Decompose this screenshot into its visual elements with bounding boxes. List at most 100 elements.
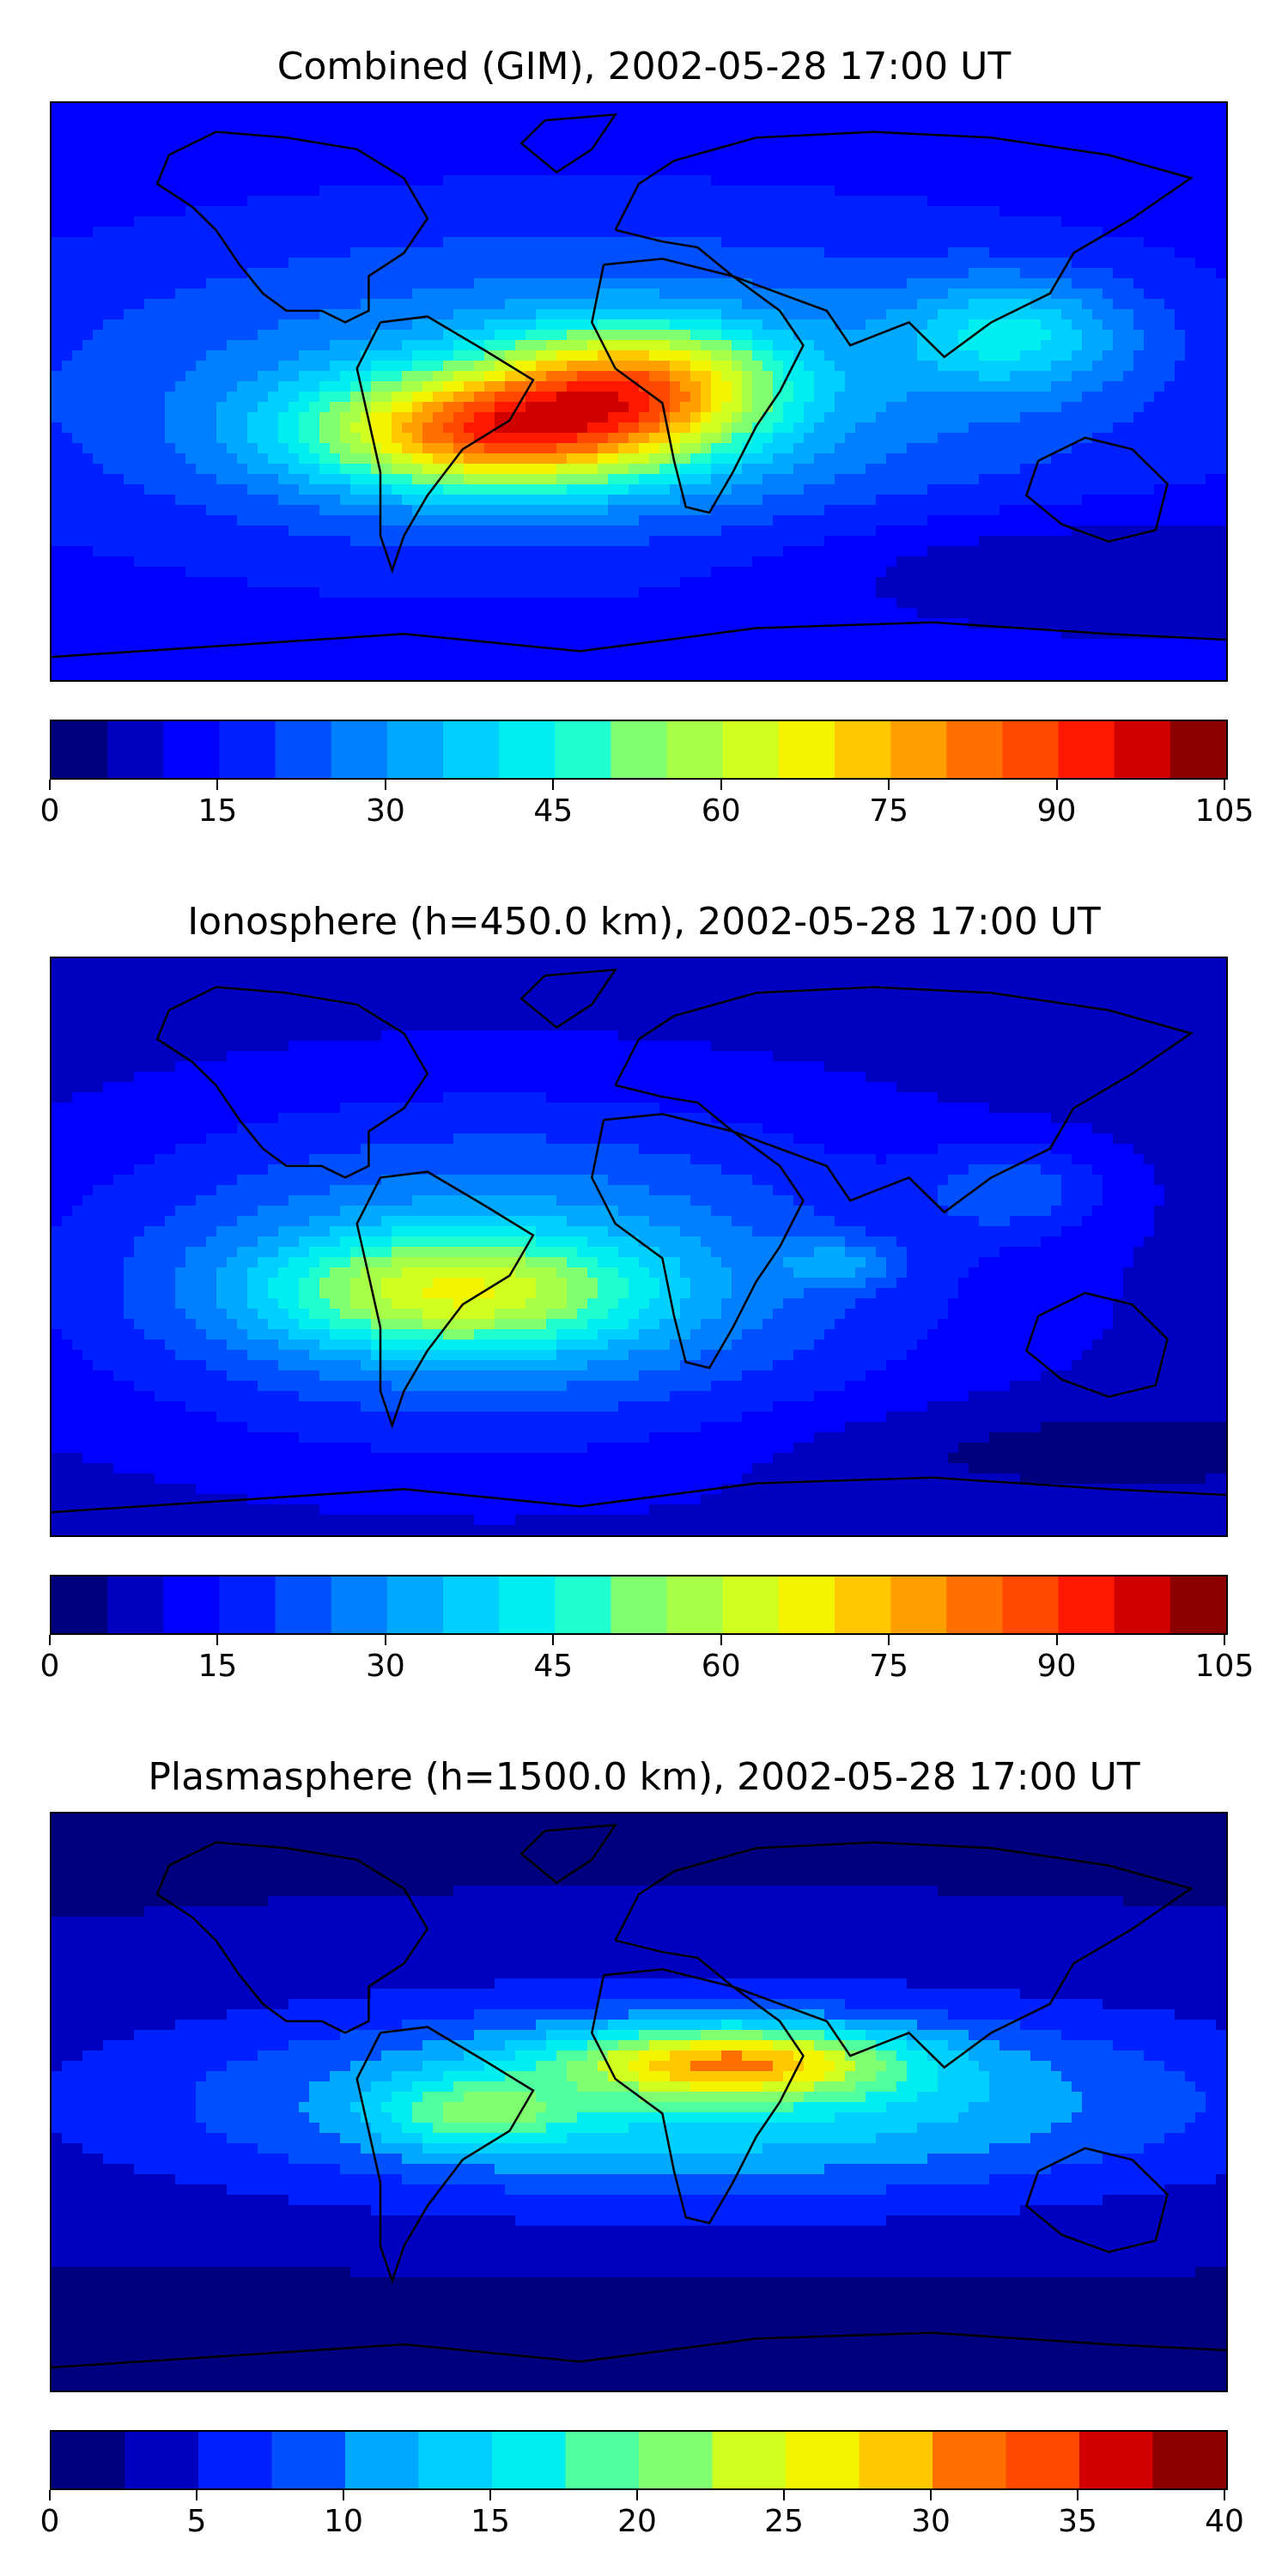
colorbar-segment (835, 721, 891, 778)
colorbar-segment (1152, 2432, 1226, 2488)
colorbar-tick-label: 90 (1036, 1649, 1077, 1684)
colorbar-segment (611, 1577, 668, 1633)
colorbar-segment (666, 1577, 724, 1633)
colorbar-tick (196, 2490, 197, 2500)
colorbar-tick-label: 0 (39, 2504, 60, 2539)
colorbar-tick-label: 0 (39, 793, 60, 829)
coastline-0 (155, 1841, 429, 2034)
colorbar-segment (1002, 721, 1060, 778)
coastline-2 (355, 1170, 535, 1430)
colorbar-tick (930, 2490, 932, 2500)
colorbar-tick-label: 30 (365, 793, 405, 829)
colorbar-segment (1079, 2432, 1154, 2488)
colorbar-tick-label: 20 (617, 2504, 657, 2539)
colorbar-tick (49, 780, 51, 790)
colorbar-tick (1224, 1635, 1225, 1645)
colorbar-tick-label: 0 (39, 1649, 60, 1684)
coastline-4 (590, 258, 805, 514)
colorbar-segment (52, 1577, 108, 1633)
colorbar-segment (331, 1577, 388, 1633)
colorbar-segment (778, 721, 835, 778)
colorbar-segment (52, 721, 108, 778)
colorbar-tick-label: 60 (701, 1649, 741, 1684)
colorbar-tick (1077, 2490, 1078, 2500)
colorbar-segment (933, 2432, 1007, 2488)
colorbar-segment (1170, 721, 1226, 778)
colorbar-segment (499, 721, 556, 778)
colorbar-tick (343, 2490, 344, 2500)
coastline-1 (519, 112, 618, 174)
coastline-2 (355, 315, 535, 574)
colorbar-segment (786, 2432, 860, 2488)
colorbar-tick-label: 45 (533, 793, 574, 829)
colorbar-segment (778, 1577, 835, 1633)
colorbar-tick-label: 25 (764, 2504, 804, 2539)
colorbar-tick (1055, 780, 1058, 790)
colorbar-segment (859, 2432, 933, 2488)
colorbar-segment (946, 1577, 1004, 1633)
panel-3-colorbar-ticks: 0 5 10 15 20 25 30 35 40 (40, 2490, 1244, 2539)
colorbar-segment (946, 721, 1004, 778)
colorbar-tick (888, 780, 890, 790)
colorbar-segment (890, 1577, 947, 1633)
coastline-6 (52, 1476, 1226, 1514)
colorbar-tick-label: 105 (1194, 793, 1255, 829)
colorbar-tick (384, 1635, 386, 1645)
colorbar-segment (555, 721, 612, 778)
colorbar-tick (49, 1635, 51, 1645)
colorbar-segment (639, 2432, 714, 2488)
colorbar-tick (216, 1635, 219, 1645)
colorbar-tick (216, 780, 219, 790)
panel-3-contour-field (52, 1814, 1226, 2391)
panel-3-map (50, 1812, 1228, 2392)
colorbar-segment (125, 2432, 199, 2488)
panel-2-map (50, 957, 1228, 1537)
colorbar-tick-label: 30 (365, 1649, 405, 1684)
colorbar-tick-label: 75 (869, 793, 909, 829)
colorbar-tick-label: 10 (324, 2504, 363, 2539)
panel-3-title: Plasmasphere (h=1500.0 km), 2002-05-28 1… (148, 1755, 1140, 1799)
coastline-0 (155, 986, 429, 1179)
coastline-3 (614, 1841, 1194, 2069)
colorbar-segment (418, 2432, 493, 2488)
coastline-4 (590, 1113, 805, 1370)
colorbar-segment (666, 721, 724, 778)
colorbar-segment (1005, 2432, 1080, 2488)
colorbar-tick-label: 35 (1058, 2504, 1097, 2539)
colorbar-segment (1114, 1577, 1171, 1633)
colorbar-segment (163, 1577, 221, 1633)
colorbar-tick-label: 15 (471, 2504, 510, 2539)
coastline-5 (1024, 2147, 1169, 2254)
colorbar-tick (720, 780, 722, 790)
colorbar-tick-label: 105 (1194, 1649, 1255, 1684)
panel-1-title: Combined (GIM), 2002-05-28 17:00 UT (276, 45, 1012, 88)
colorbar-tick (720, 1635, 722, 1645)
colorbar-tick (1224, 2490, 1225, 2500)
colorbar-segment (565, 2432, 640, 2488)
coastline-2 (355, 2026, 535, 2285)
panel-1-contour-field (52, 103, 1226, 680)
colorbar-tick-label: 75 (869, 1649, 909, 1684)
colorbar-tick (1224, 780, 1225, 790)
colorbar-segment (499, 1577, 556, 1633)
coastline-6 (52, 621, 1226, 659)
colorbar-segment (722, 721, 780, 778)
coastline-0 (155, 131, 429, 324)
colorbar-segment (107, 721, 164, 778)
coastline-5 (1024, 1291, 1169, 1399)
panel-3-colorbar (50, 2430, 1228, 2490)
colorbar-segment (1002, 1577, 1060, 1633)
colorbar-segment (386, 721, 444, 778)
colorbar-segment (1114, 721, 1171, 778)
colorbar-segment (1170, 1577, 1226, 1633)
colorbar-segment (443, 721, 500, 778)
panel-1-colorbar-ticks: 0 15 30 45 60 75 90 105 (40, 780, 1254, 829)
colorbar-segment (275, 721, 332, 778)
colorbar-tick (552, 1635, 555, 1645)
coastline-6 (52, 2331, 1226, 2369)
colorbar-tick-label: 15 (197, 793, 238, 829)
colorbar-tick-label: 30 (911, 2504, 951, 2539)
colorbar-segment (345, 2432, 420, 2488)
colorbar-tick-label: 15 (197, 1649, 238, 1684)
colorbar-segment (271, 2432, 346, 2488)
